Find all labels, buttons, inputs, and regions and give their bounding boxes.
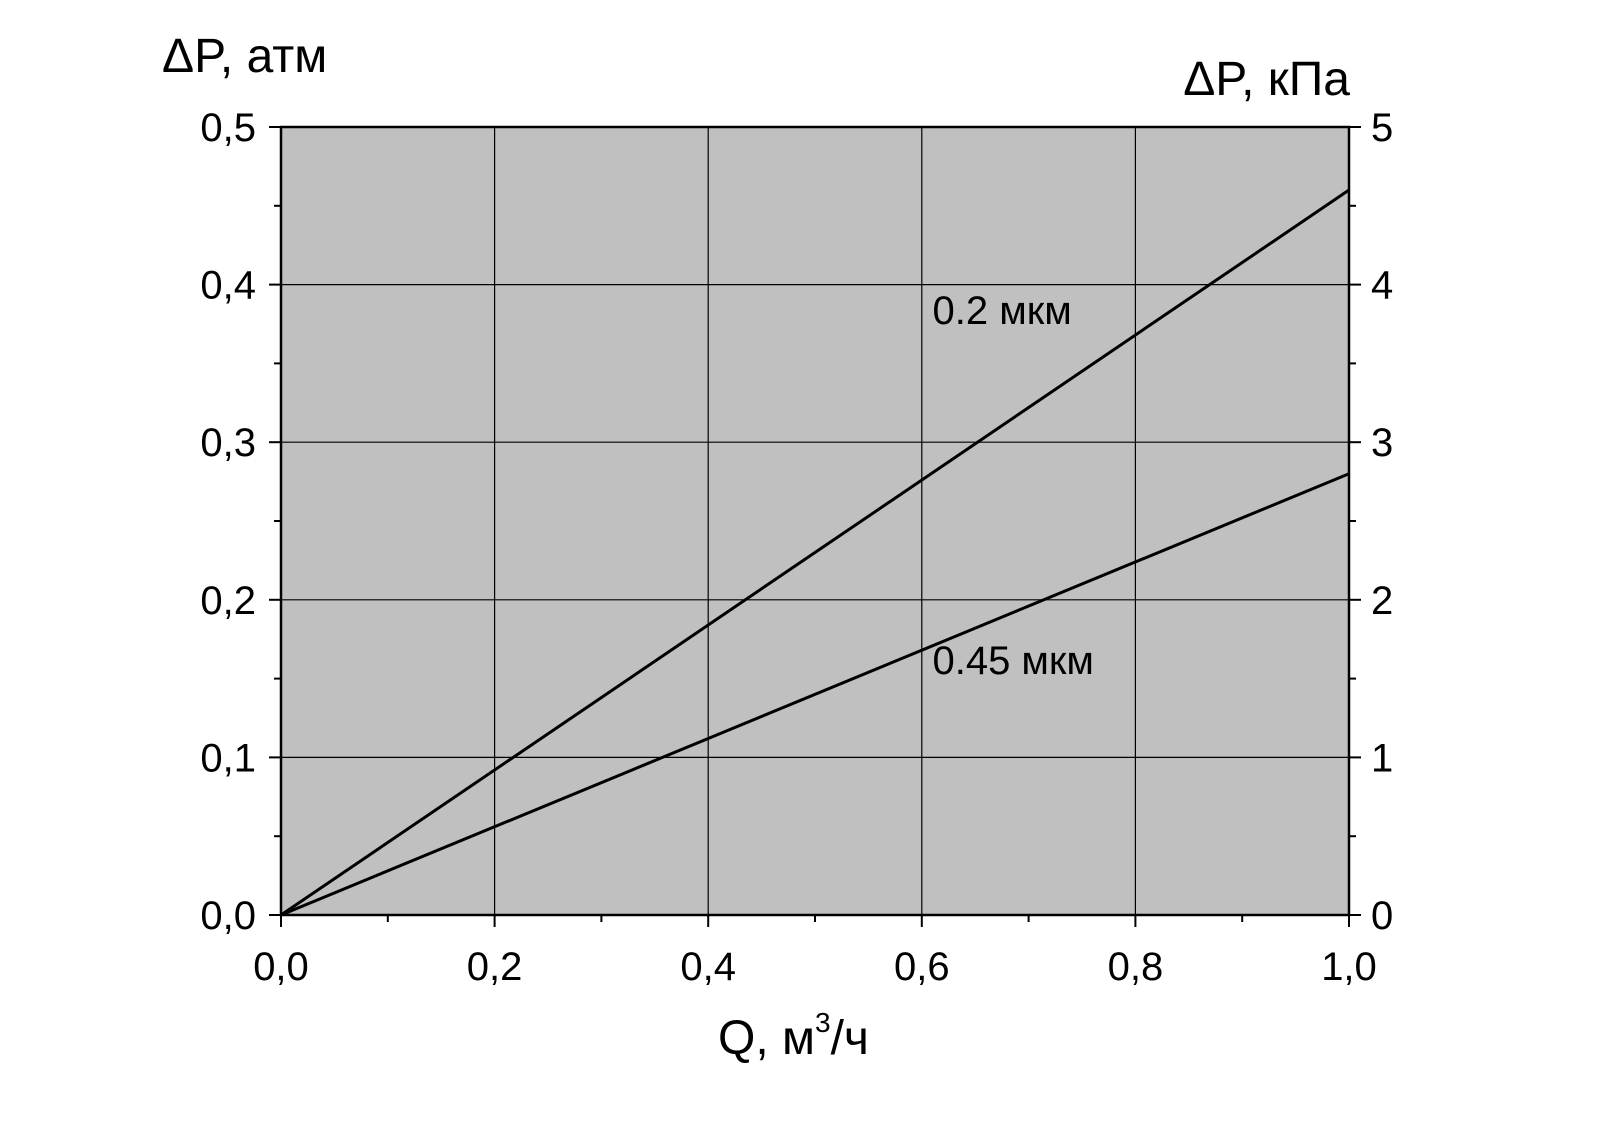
y-right-tick-label: 5 — [1371, 106, 1393, 150]
y-left-tick-label: 0,4 — [200, 264, 256, 308]
y-right-tick-label: 0 — [1371, 894, 1393, 938]
series-lines — [280, 188, 1350, 917]
x-axis-title: Q, м3/ч — [718, 1007, 869, 1065]
x-tick-label: 0,4 — [680, 945, 736, 989]
y-right-tick-label: 2 — [1371, 579, 1393, 623]
plot-area — [281, 127, 1349, 915]
y-right-axis-title: ΔP, кПа — [1183, 53, 1350, 106]
x-axis-title-sup: 3 — [815, 1007, 831, 1038]
y-right-tick-label: 4 — [1371, 264, 1393, 308]
x-axis-title-main: Q, м — [718, 1012, 815, 1065]
y-right-tick-label: 3 — [1371, 421, 1393, 465]
x-tick-label: 1,0 — [1321, 945, 1377, 989]
y-right-tick-label: 1 — [1371, 736, 1393, 780]
y-left-tick-label: 0,0 — [200, 894, 256, 938]
series-line — [280, 188, 1350, 917]
y-left-tick-label: 0,3 — [200, 421, 256, 465]
y-left-axis-title: ΔP, атм — [162, 30, 327, 83]
series-line — [280, 472, 1350, 917]
y-left-tick-label: 0,5 — [200, 106, 256, 150]
x-axis-title-tail: /ч — [831, 1012, 869, 1065]
series-label: 0.2 мкм — [932, 289, 1071, 333]
y-left-tick-label: 0,2 — [200, 579, 256, 623]
y-left-tick-label: 0,1 — [200, 736, 256, 780]
gridlines — [281, 127, 1349, 915]
x-tick-label: 0,2 — [467, 945, 523, 989]
x-tick-label: 0,6 — [894, 945, 950, 989]
tick-labels: 0,0 0,2 0,4 0,6 0,8 1,0 0,0 0,1 0,2 0,3 0,4 0,5 0 1 2 3… — [200, 106, 1393, 989]
x-tick-label: 0,0 — [253, 945, 309, 989]
series-labels: 0.2 мкм 0.45 мкм — [932, 289, 1093, 683]
x-tick-label: 0,8 — [1108, 945, 1164, 989]
axis-ticks — [269, 126, 1361, 927]
series-label: 0.45 мкм — [932, 639, 1093, 683]
